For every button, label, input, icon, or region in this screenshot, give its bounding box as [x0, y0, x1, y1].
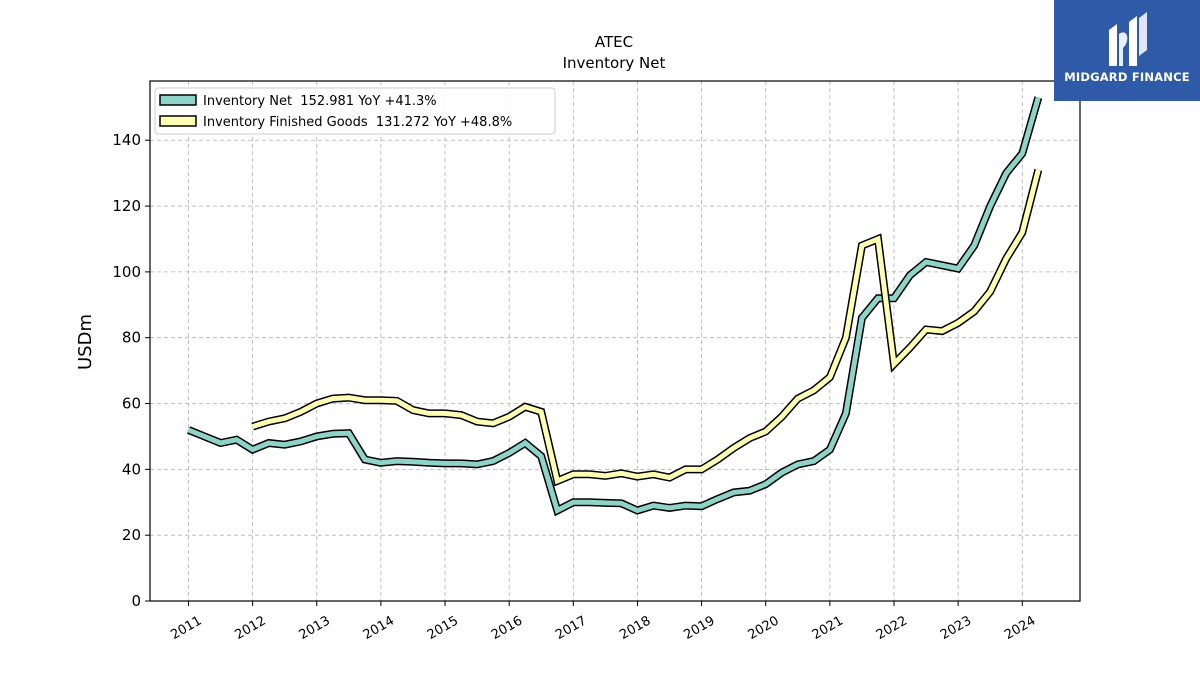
plot-frame [149, 80, 1081, 602]
brand-logo: MIDGARD FINANCE [1054, 0, 1200, 101]
midgard-logo-icon [1109, 12, 1147, 66]
series-line-inventory-net [187, 96, 1041, 515]
legend-label-inventory-net: Inventory Net 152.981 YoY +41.3% [203, 94, 437, 109]
x-tick-label: 2013 [297, 613, 333, 643]
y-tick-label: 120 [112, 197, 141, 215]
y-tick-label: 140 [112, 131, 141, 149]
x-tick-label: 2018 [617, 613, 653, 643]
series-lines [186, 96, 1043, 517]
x-tick-label: 2017 [553, 613, 589, 643]
brand-name: MIDGARD FINANCE [1064, 70, 1190, 84]
x-tick-label: 2023 [938, 613, 974, 643]
y-tick-label: 20 [122, 526, 141, 544]
y-tick-label: 80 [122, 329, 141, 347]
legend: Inventory Net 152.981 YoY +41.3% Invento… [154, 87, 556, 135]
series-outline-inventory-net [186, 96, 1043, 517]
x-tick-label: 2014 [361, 613, 397, 643]
y-tick-label: 40 [122, 460, 141, 478]
series-line-inventory-finished-goods [251, 169, 1041, 485]
grid-lines [150, 81, 1080, 602]
chart-subtitle: Inventory Net [563, 54, 666, 72]
x-tick-label: 2022 [874, 613, 910, 643]
legend-box [154, 87, 556, 135]
series-outline-inventory-finished-goods [251, 168, 1043, 487]
x-tick-label: 2015 [425, 613, 461, 643]
y-tick-label: 100 [112, 263, 141, 281]
x-tick-label: 2024 [1002, 613, 1038, 643]
y-tick-label: 60 [122, 395, 141, 413]
x-tick-label: 2011 [168, 613, 204, 643]
legend-swatch-inventory-net [159, 94, 197, 106]
x-tick-label: 2016 [489, 613, 525, 643]
y-tick-label: 0 [131, 592, 141, 610]
axis-ticks: 0 20 40 60 80 100 120 140 2011 2012 2013 2014 2015 20… [112, 131, 1038, 643]
legend-label-inventory-finished-goods: Inventory Finished Goods 131.272 YoY +48… [203, 115, 512, 130]
x-tick-label: 2021 [810, 613, 846, 643]
y-axis-label: USDm [75, 314, 96, 370]
chart-title: ATEC [595, 33, 633, 51]
x-tick-label: 2020 [746, 613, 782, 643]
x-tick-label: 2012 [232, 613, 268, 643]
x-tick-label: 2019 [681, 613, 717, 643]
legend-swatch-inventory-finished-goods [159, 115, 197, 127]
